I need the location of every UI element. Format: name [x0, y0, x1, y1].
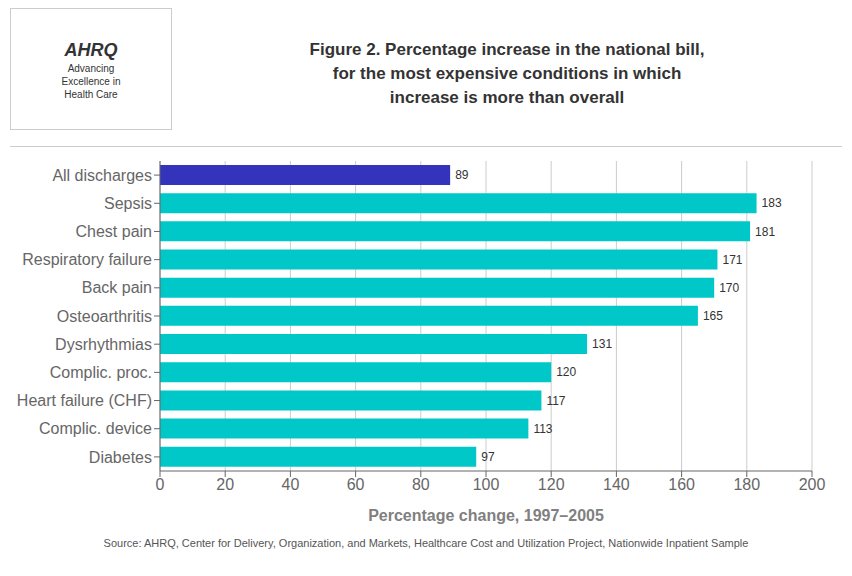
svg-text:113: 113	[533, 422, 552, 436]
svg-text:Dysrhythmias: Dysrhythmias	[55, 336, 152, 353]
html-text:AHRQ: AHRQ	[64, 39, 118, 60]
svg-text:Sepsis: Sepsis	[104, 195, 152, 212]
svg-text:181: 181	[755, 225, 775, 239]
html-text:Source: AHRQ, Center for Deliv: Source: AHRQ, Center for Delivery, Organ…	[103, 537, 749, 549]
svg-text:Chest pain: Chest pain	[76, 223, 153, 240]
html-text:Figure 2. Percentage increase: Figure 2. Percentage increase in the nat…	[309, 40, 705, 59]
svg-text:0: 0	[156, 476, 165, 493]
svg-text:131: 131	[592, 337, 612, 351]
svg-text:97: 97	[481, 450, 495, 464]
svg-text:Percentage change, 1997–2005: Percentage change, 1997–2005	[368, 507, 604, 524]
svg-text:183: 183	[762, 196, 782, 210]
svg-text:20: 20	[216, 476, 234, 493]
html-text:for the most expensive conditi: for the most expensive conditions in whi…	[332, 64, 682, 83]
svg-text:Complic. device: Complic. device	[39, 420, 152, 437]
svg-text:180: 180	[733, 476, 760, 493]
svg-text:40: 40	[282, 476, 300, 493]
svg-text:All discharges: All discharges	[52, 167, 152, 184]
svg-text:Respiratory failure: Respiratory failure	[22, 251, 152, 268]
html-text:Health Care: Health Care	[64, 88, 118, 100]
svg-text:140: 140	[603, 476, 630, 493]
html-text:increase is more than overall: increase is more than overall	[389, 88, 625, 107]
svg-text:Diabetes: Diabetes	[89, 449, 152, 466]
svg-text:Heart failure (CHF): Heart failure (CHF)	[17, 392, 152, 409]
svg-text:60: 60	[347, 476, 365, 493]
html-text:Excellence in: Excellence in	[61, 75, 121, 87]
svg-text:200: 200	[799, 476, 826, 493]
svg-text:100: 100	[473, 476, 500, 493]
svg-text:89: 89	[455, 168, 469, 182]
svg-text:171: 171	[722, 253, 742, 267]
svg-text:165: 165	[703, 309, 723, 323]
svg-text:160: 160	[668, 476, 695, 493]
svg-text:Back pain: Back pain	[82, 279, 152, 296]
svg-text:Osteoarthritis: Osteoarthritis	[57, 308, 152, 325]
svg-text:170: 170	[719, 281, 739, 295]
svg-text:120: 120	[556, 365, 576, 379]
svg-text:120: 120	[538, 476, 565, 493]
svg-text:80: 80	[412, 476, 430, 493]
html-text:Advancing: Advancing	[67, 62, 115, 74]
svg-text:117: 117	[546, 394, 565, 408]
svg-text:Complic. proc.: Complic. proc.	[50, 364, 152, 381]
